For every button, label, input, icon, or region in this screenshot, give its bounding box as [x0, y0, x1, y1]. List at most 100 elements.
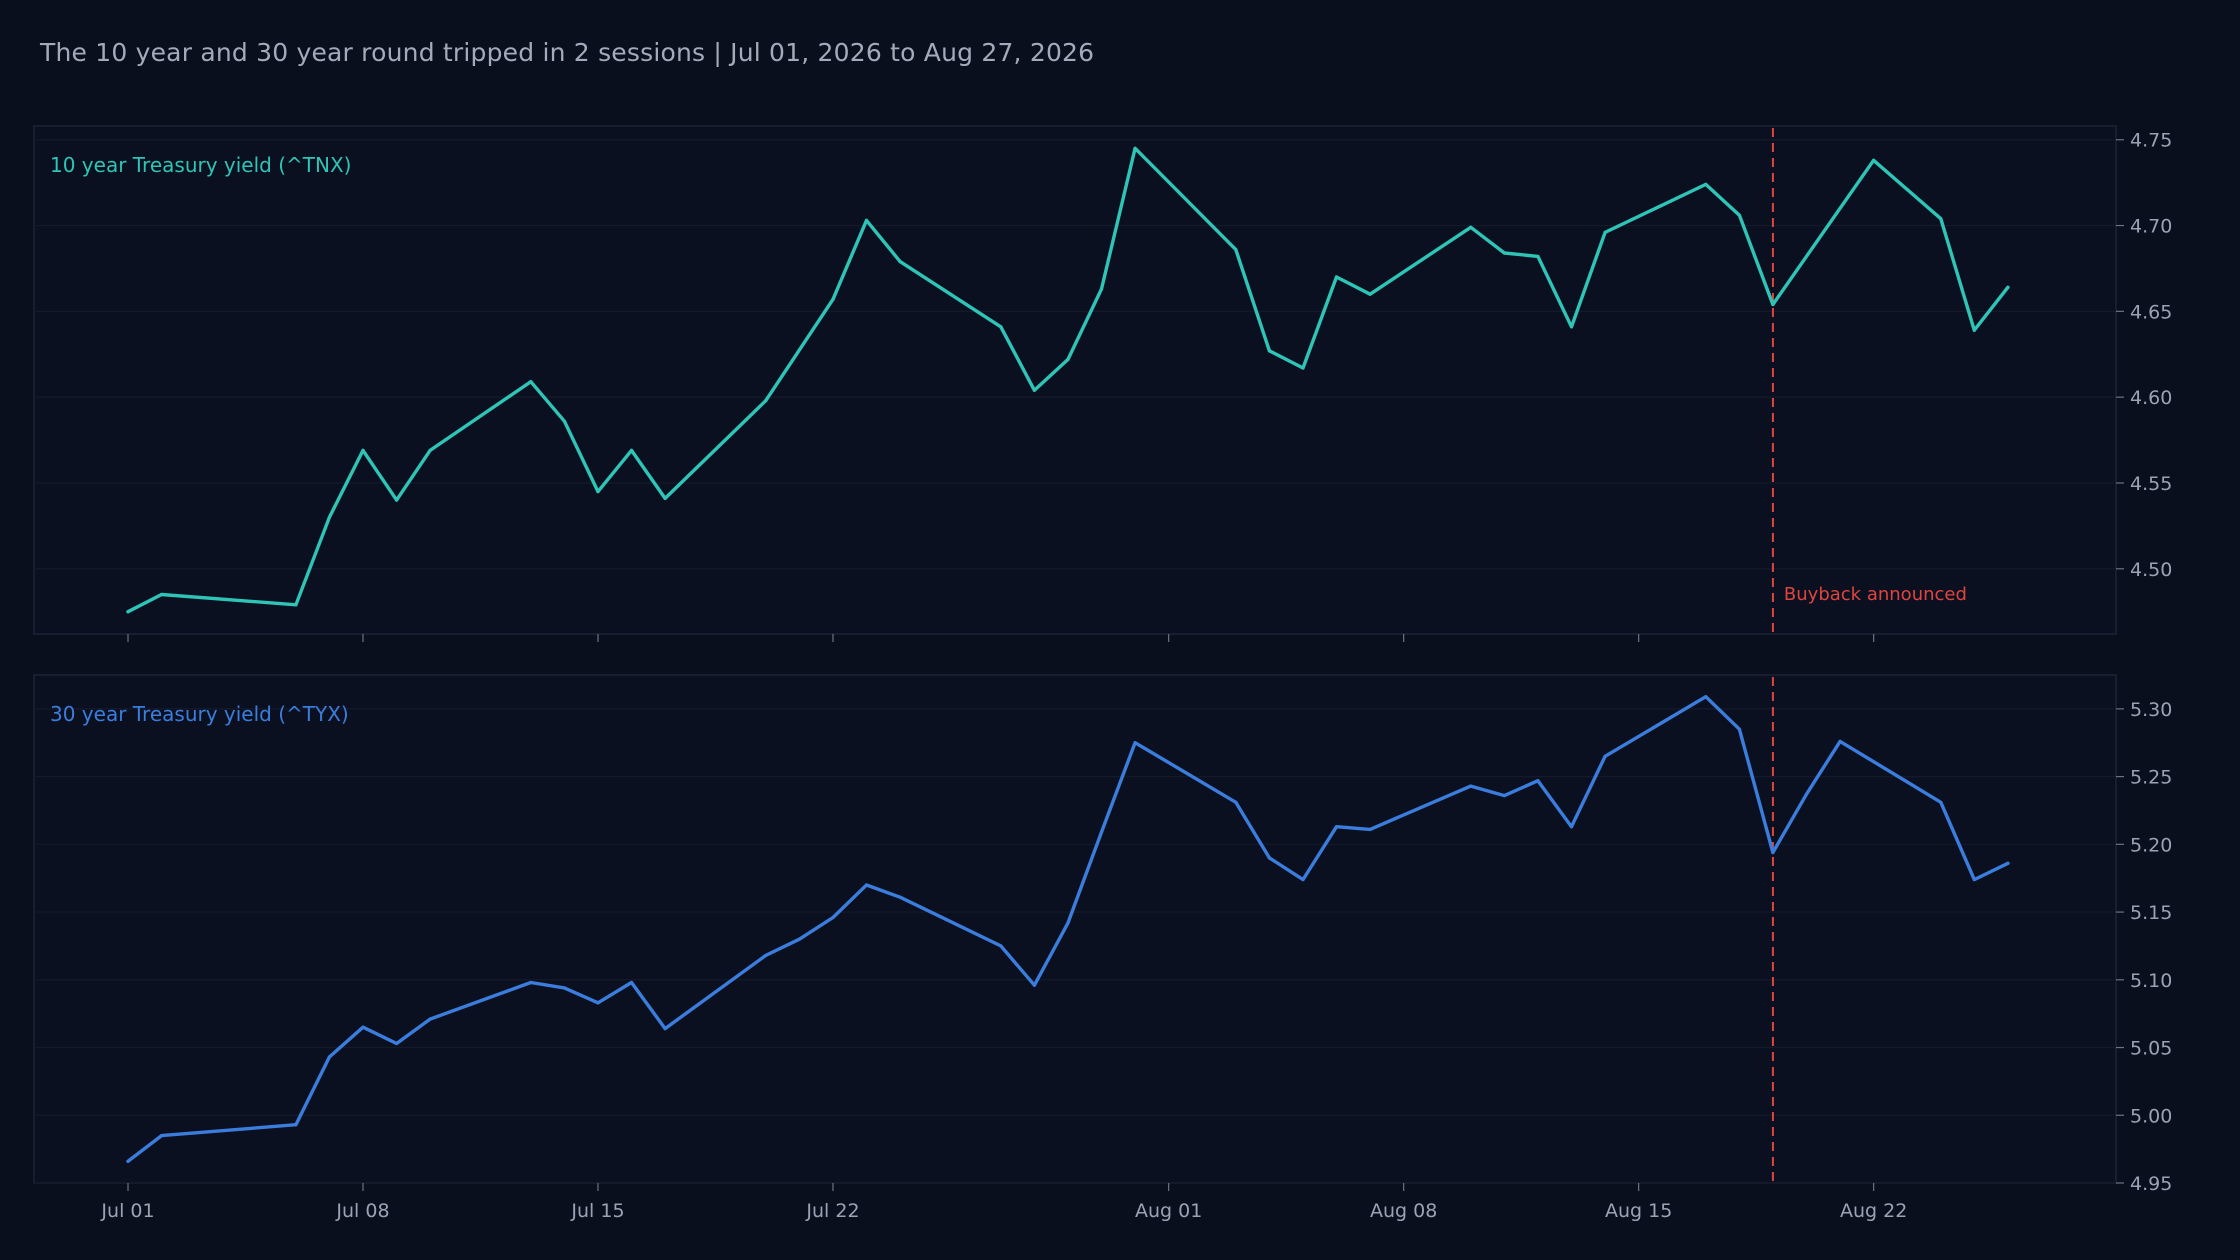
x-tick-label: Jul 15	[570, 1200, 624, 1222]
data-point	[529, 980, 533, 985]
data-point	[2006, 861, 2010, 865]
y-tick-label: 4.55	[2130, 473, 2172, 495]
data-point	[394, 498, 399, 502]
y-tick-label: 5.00	[2130, 1105, 2172, 1127]
data-point	[1368, 292, 1372, 296]
data-point	[663, 496, 667, 501]
data-point	[361, 448, 365, 452]
data-point	[864, 883, 869, 887]
data-point	[1704, 695, 1708, 699]
x-tick-label: Jul 01	[100, 1200, 154, 1222]
panel-label-tnx: 10 year Treasury yield (^TNX)	[50, 153, 351, 177]
data-point	[596, 1001, 600, 1005]
data-point	[1234, 800, 1238, 804]
data-point	[1771, 302, 1775, 307]
data-point	[562, 419, 567, 423]
data-point	[126, 610, 130, 614]
data-point	[1569, 325, 1574, 329]
data-point	[1334, 275, 1339, 279]
data-point	[898, 259, 902, 264]
data-point	[1234, 247, 1238, 252]
event-annotation: Buyback announced	[1784, 584, 1967, 605]
y-tick-label: 4.50	[2130, 559, 2172, 581]
panel-tnx: 4.50 4.55 4.60 4.65 4.70 4.75 Buyback announce…	[33, 125, 2172, 642]
x-tick-label: Aug 08	[1370, 1200, 1437, 1222]
data-point	[1301, 877, 1305, 882]
plot-area	[33, 125, 2117, 635]
panel-label-tyx: 30 year Treasury yield (^TYX)	[50, 702, 349, 726]
data-point	[831, 915, 835, 920]
data-point	[1804, 792, 1809, 796]
data-point	[1872, 158, 1876, 162]
data-point	[1502, 251, 1506, 255]
data-point	[159, 1133, 164, 1138]
data-point	[1737, 727, 1741, 731]
data-point	[294, 603, 298, 607]
data-point	[327, 515, 332, 519]
data-point	[629, 448, 634, 452]
data-point	[1032, 983, 1036, 987]
data-point	[1905, 187, 1909, 192]
y-tick-label: 5.20	[2130, 834, 2172, 856]
data-point	[294, 1123, 298, 1127]
y-tick-label: 4.70	[2130, 216, 2172, 238]
data-point	[1536, 779, 1540, 783]
data-point	[1502, 793, 1506, 798]
data-point	[663, 1026, 667, 1031]
data-point	[864, 218, 869, 222]
data-point	[1368, 827, 1372, 832]
data-point	[831, 297, 835, 301]
data-point	[1939, 217, 1943, 221]
data-point	[1301, 366, 1305, 370]
x-tick-label: Aug 01	[1135, 1200, 1202, 1222]
data-point	[2006, 285, 2010, 289]
data-point	[1267, 856, 1271, 860]
data-point	[1099, 830, 1104, 834]
data-point	[1603, 230, 1607, 235]
data-point	[1972, 877, 1976, 882]
x-tick-label: Aug 22	[1840, 1200, 1907, 1222]
data-point	[764, 398, 768, 403]
y-tick-label: 5.25	[2130, 767, 2172, 789]
data-point	[1536, 254, 1540, 259]
data-point	[1267, 349, 1271, 353]
x-tick-label: Aug 15	[1605, 1200, 1672, 1222]
data-point	[1939, 800, 1943, 804]
y-tick-label: 4.60	[2130, 387, 2172, 409]
x-tick-label: Jul 08	[335, 1200, 389, 1222]
data-point	[1469, 225, 1473, 229]
data-point	[999, 944, 1003, 948]
data-point	[126, 1159, 130, 1163]
data-point	[394, 1041, 399, 1046]
data-point	[629, 980, 634, 985]
data-point	[1972, 328, 1976, 332]
data-point	[1737, 213, 1741, 217]
y-tick-label: 5.30	[2130, 699, 2172, 721]
data-point	[1099, 287, 1104, 291]
data-point	[327, 1055, 332, 1059]
data-point	[1133, 146, 1137, 150]
data-point	[596, 489, 600, 494]
y-tick-label: 4.65	[2130, 301, 2172, 323]
data-point	[1603, 754, 1607, 758]
y-tick-label: 5.15	[2130, 902, 2172, 924]
data-point	[1133, 741, 1137, 745]
data-point	[428, 1017, 432, 1021]
series-line-tyx	[126, 695, 2010, 1164]
x-tick-label: Jul 22	[805, 1200, 859, 1222]
data-point	[1704, 182, 1708, 186]
data-point	[1569, 825, 1574, 829]
data-point	[999, 325, 1003, 329]
data-point	[428, 448, 432, 452]
y-tick-label: 5.05	[2130, 1038, 2172, 1060]
data-point	[1066, 921, 1070, 925]
data-point	[797, 937, 802, 941]
data-point	[1469, 784, 1473, 788]
data-point	[562, 986, 567, 990]
plot-area	[33, 674, 2117, 1184]
data-point	[1771, 850, 1775, 855]
data-point	[764, 953, 768, 958]
data-point	[898, 895, 902, 899]
panel-tyx: 4.95 5.00 5.05 5.10 5.15 5.20 5.25 5.30 Jul 01 Ju…	[33, 674, 2172, 1222]
